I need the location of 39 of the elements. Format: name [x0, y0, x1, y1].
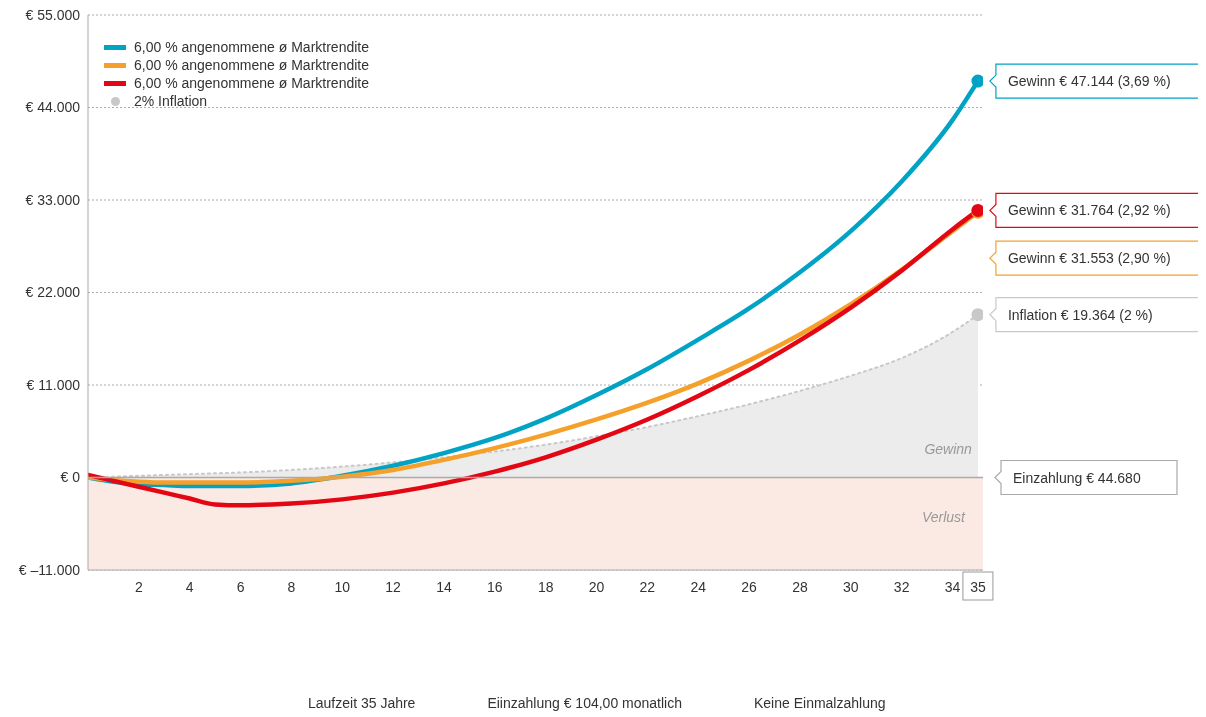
x-tick-label: 34	[944, 579, 961, 595]
x-tick-label: 32	[893, 579, 910, 595]
x-tick-label: 14	[436, 579, 452, 595]
ref-line-label: Einzahlung € 44.680	[1013, 469, 1141, 486]
y-tick-label: € 11.000	[26, 376, 81, 393]
x-tick-label: 26	[741, 579, 758, 595]
data-label: Gewinn € 31.553 (2,90 %)	[1007, 250, 1171, 267]
y-tick-label: € 55.000	[25, 6, 81, 23]
x-tick-label: 12	[385, 579, 402, 595]
x-tick-label: 35	[970, 579, 986, 595]
legend-label: 6,00 % angenommene ø Marktrendite	[134, 74, 370, 92]
legend-label: 6,00 % angenommene ø Marktrendite	[134, 56, 370, 74]
x-tick-label: 6	[236, 579, 245, 595]
legend-label: 6,00 % angenommene ø Marktrendite	[134, 38, 370, 56]
text: Eiinzahlung € 104,00 monatlich	[487, 695, 682, 711]
y-tick-label: € –11.000	[18, 561, 81, 578]
x-tick-label: 20	[588, 579, 605, 595]
x-tick-label: 22	[639, 579, 656, 595]
x-tick-label: 2	[134, 579, 143, 595]
x-tick-label: 10	[334, 579, 351, 595]
y-tick-label: € 22.000	[25, 284, 81, 301]
y-tick-label: € 44.000	[25, 99, 81, 116]
band-label: Verlust	[921, 508, 967, 525]
data-label: Gewinn € 47.144 (3,69 %)	[1007, 73, 1171, 90]
data-label: Gewinn € 31.764 (2,92 %)	[1007, 202, 1171, 219]
x-tick-label: 8	[287, 579, 296, 595]
y-tick-label: € 0	[60, 469, 81, 486]
annotation: Gewinn	[924, 440, 973, 457]
data-label: Inflation € 19.364 (2 %)	[1007, 306, 1153, 323]
text: Laufzeit 35 Jahre	[308, 695, 416, 711]
text: Keine Einmalzahlung	[753, 695, 886, 711]
x-tick-label: 18	[537, 579, 554, 595]
x-tick-label: 24	[690, 579, 707, 595]
x-tick-label: 28	[792, 579, 808, 595]
x-tick-label: 4	[185, 579, 194, 595]
x-tick-label: 16	[487, 579, 503, 595]
legend-label: 2% Inflation	[134, 92, 208, 110]
y-tick-label: € 33.000	[25, 191, 81, 208]
x-tick-label: 30	[843, 579, 859, 595]
